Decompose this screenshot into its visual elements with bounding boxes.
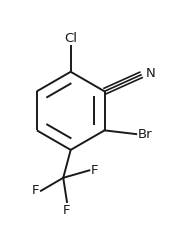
Text: N: N (145, 67, 155, 80)
Text: Br: Br (138, 128, 153, 141)
Text: F: F (32, 184, 39, 197)
Text: F: F (63, 204, 71, 217)
Text: F: F (91, 164, 99, 177)
Text: Cl: Cl (64, 32, 77, 45)
